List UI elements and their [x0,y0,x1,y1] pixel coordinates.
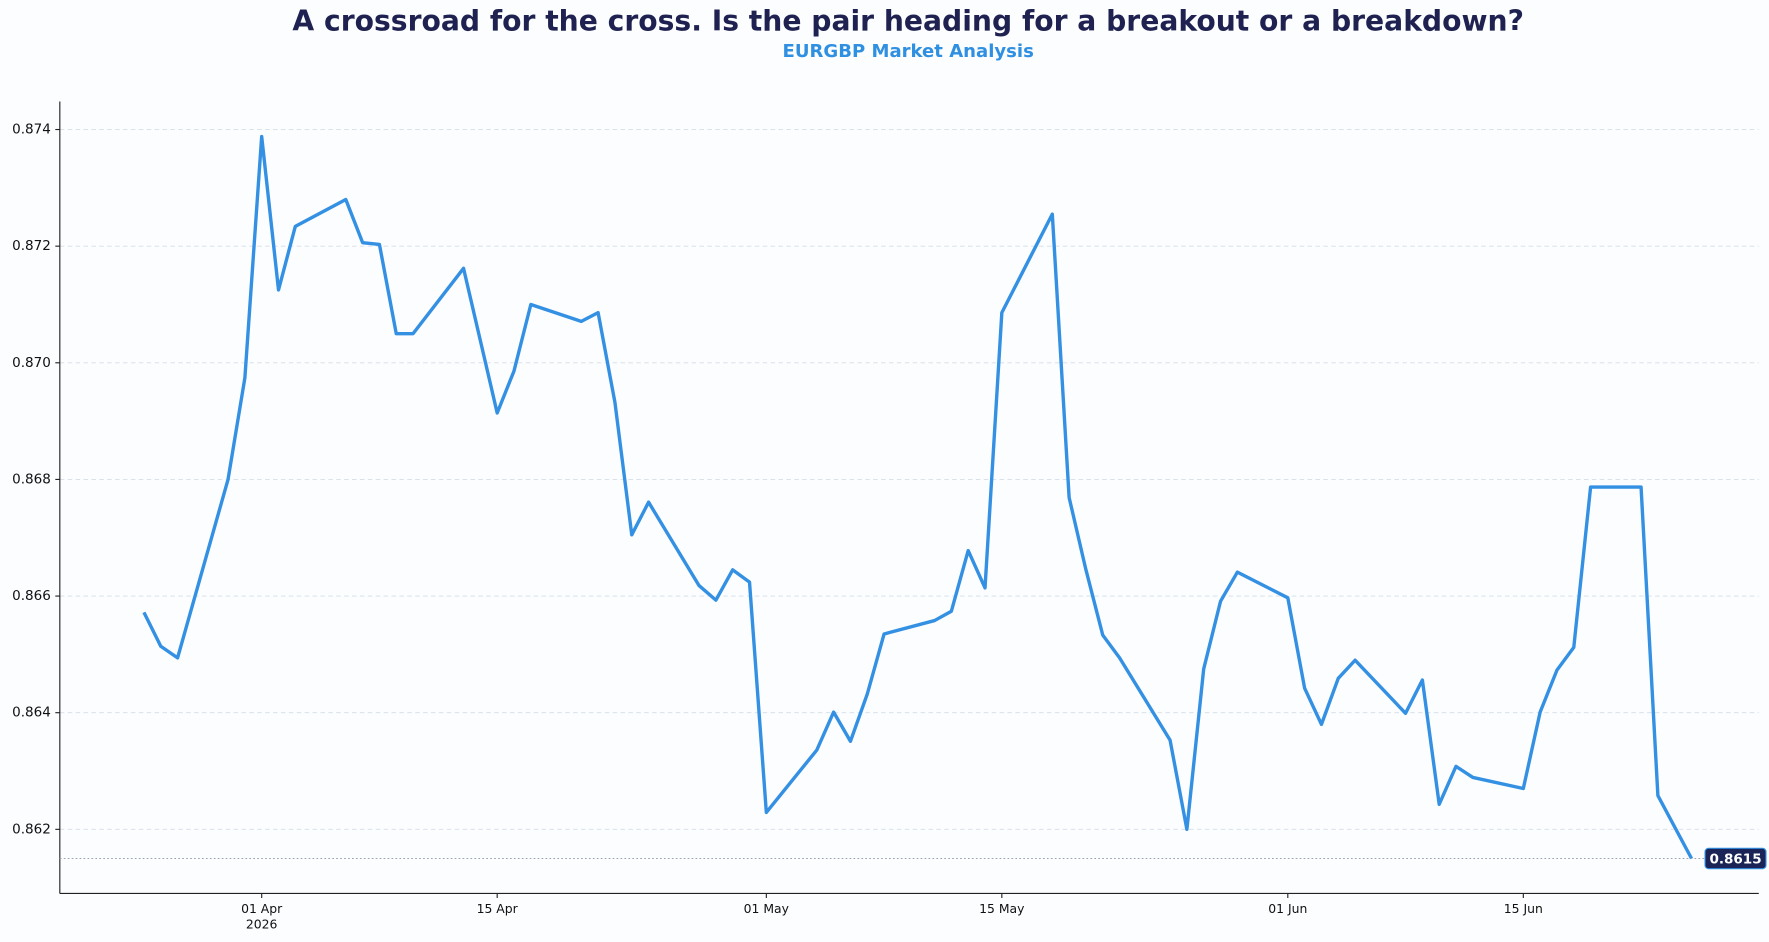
x-tick-label: 15 Jun [1504,901,1543,916]
chart-subtitle: EURGBP Market Analysis [783,41,1034,62]
x-tick-label: 01 Jun [1268,901,1307,916]
y-tick-label: 0.868 [12,471,51,487]
last-value-box [1704,847,1767,870]
x-tick-label: 15 May [979,901,1024,916]
y-tick-label: 0.864 [12,705,51,721]
x-tick-year: 2026 [246,917,278,932]
x-tick-label: 15 Apr [477,901,519,916]
x-tick-label: 01 May [744,901,789,916]
y-tick-label: 0.862 [12,821,51,837]
y-tick-label: 0.870 [12,355,51,371]
chart-title: A crossroad for the cross. Is the pair h… [292,5,1524,38]
last-value-label: 0.8615 [1709,852,1761,868]
x-tick-label: 01 Apr [241,901,283,916]
y-tick-label: 0.866 [12,588,51,604]
y-tick-label: 0.872 [12,238,51,254]
y-tick-label: 0.874 [12,122,51,138]
price-line [142,134,1694,860]
